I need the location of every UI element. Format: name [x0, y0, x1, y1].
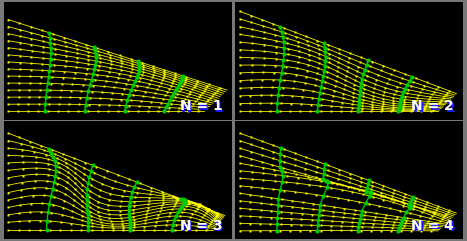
Text: N = 2: N = 2: [412, 101, 455, 115]
Text: N = 4: N = 4: [412, 220, 455, 234]
Text: N = 1: N = 1: [180, 99, 222, 113]
Text: N = 1: N = 1: [181, 101, 224, 115]
Text: N = 2: N = 2: [411, 99, 454, 113]
Text: N = 4: N = 4: [411, 219, 454, 233]
Text: N = 3: N = 3: [180, 219, 222, 233]
Text: N = 3: N = 3: [181, 220, 224, 234]
